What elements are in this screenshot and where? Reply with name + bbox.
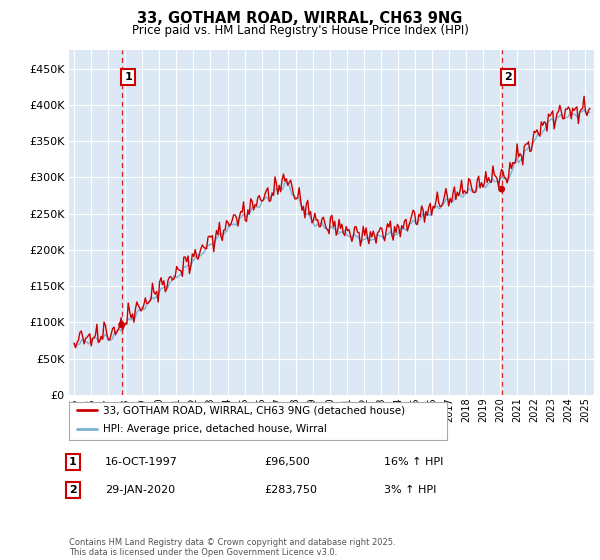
Text: Price paid vs. HM Land Registry's House Price Index (HPI): Price paid vs. HM Land Registry's House … bbox=[131, 24, 469, 36]
Text: 1: 1 bbox=[124, 72, 132, 82]
Text: 33, GOTHAM ROAD, WIRRAL, CH63 9NG: 33, GOTHAM ROAD, WIRRAL, CH63 9NG bbox=[137, 11, 463, 26]
Text: 1: 1 bbox=[69, 457, 77, 467]
Text: £96,500: £96,500 bbox=[264, 457, 310, 467]
Text: 16% ↑ HPI: 16% ↑ HPI bbox=[384, 457, 443, 467]
Text: 16-OCT-1997: 16-OCT-1997 bbox=[105, 457, 178, 467]
Text: £283,750: £283,750 bbox=[264, 485, 317, 495]
Text: 33, GOTHAM ROAD, WIRRAL, CH63 9NG (detached house): 33, GOTHAM ROAD, WIRRAL, CH63 9NG (detac… bbox=[103, 405, 405, 416]
Text: HPI: Average price, detached house, Wirral: HPI: Average price, detached house, Wirr… bbox=[103, 424, 327, 435]
Text: 29-JAN-2020: 29-JAN-2020 bbox=[105, 485, 175, 495]
Point bbox=[117, 320, 127, 329]
Text: 2: 2 bbox=[69, 485, 77, 495]
Text: Contains HM Land Registry data © Crown copyright and database right 2025.
This d: Contains HM Land Registry data © Crown c… bbox=[69, 538, 395, 557]
Point bbox=[497, 185, 506, 194]
Text: 2: 2 bbox=[504, 72, 512, 82]
Text: 3% ↑ HPI: 3% ↑ HPI bbox=[384, 485, 436, 495]
